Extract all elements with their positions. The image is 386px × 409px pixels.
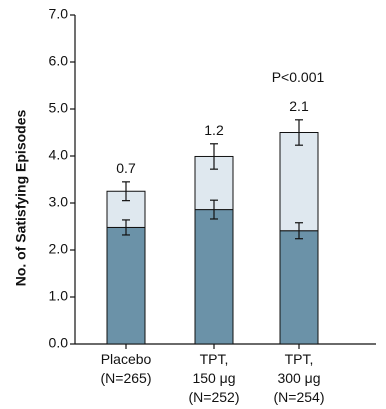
x-category-label: (N=252) <box>189 389 240 405</box>
y-tick-label: 3.0 <box>49 194 69 210</box>
labels: 0.0 1.0 2.0 3.0 4.0 5.0 6.0 7.0 0.7 Placebo (N=265… <box>49 6 325 405</box>
x-category-label: 150 μg <box>192 370 235 386</box>
y-tick-label: 4.0 <box>49 147 69 163</box>
x-category-label: (N=265) <box>101 370 152 386</box>
y-tick-label: 6.0 <box>49 53 69 69</box>
data-label: 2.1 <box>289 98 309 114</box>
x-category-label: (N=254) <box>274 389 325 405</box>
bar-lower-segment <box>106 226 146 345</box>
bar-lower-segment <box>194 209 234 345</box>
x-category-label: 300 μg <box>277 370 320 386</box>
bar-lower-segment <box>279 230 319 345</box>
y-tick-label: 7.0 <box>49 6 69 22</box>
bars <box>106 119 319 345</box>
x-category-label: TPT, <box>285 351 314 367</box>
y-tick-label: 5.0 <box>49 100 69 116</box>
y-axis-title: No. of Satisfying Episodes <box>13 110 29 287</box>
y-tick-label: 1.0 <box>49 288 69 304</box>
bar-upper-segment <box>279 132 319 232</box>
data-label: 0.7 <box>116 160 136 176</box>
data-label: 1.2 <box>204 122 224 138</box>
x-category-label: Placebo <box>101 351 152 367</box>
significance-annotation: P<0.001 <box>272 69 325 85</box>
x-category-label: TPT, <box>200 351 229 367</box>
y-tick-label: 0.0 <box>49 335 69 351</box>
y-tick-label: 2.0 <box>49 241 69 257</box>
